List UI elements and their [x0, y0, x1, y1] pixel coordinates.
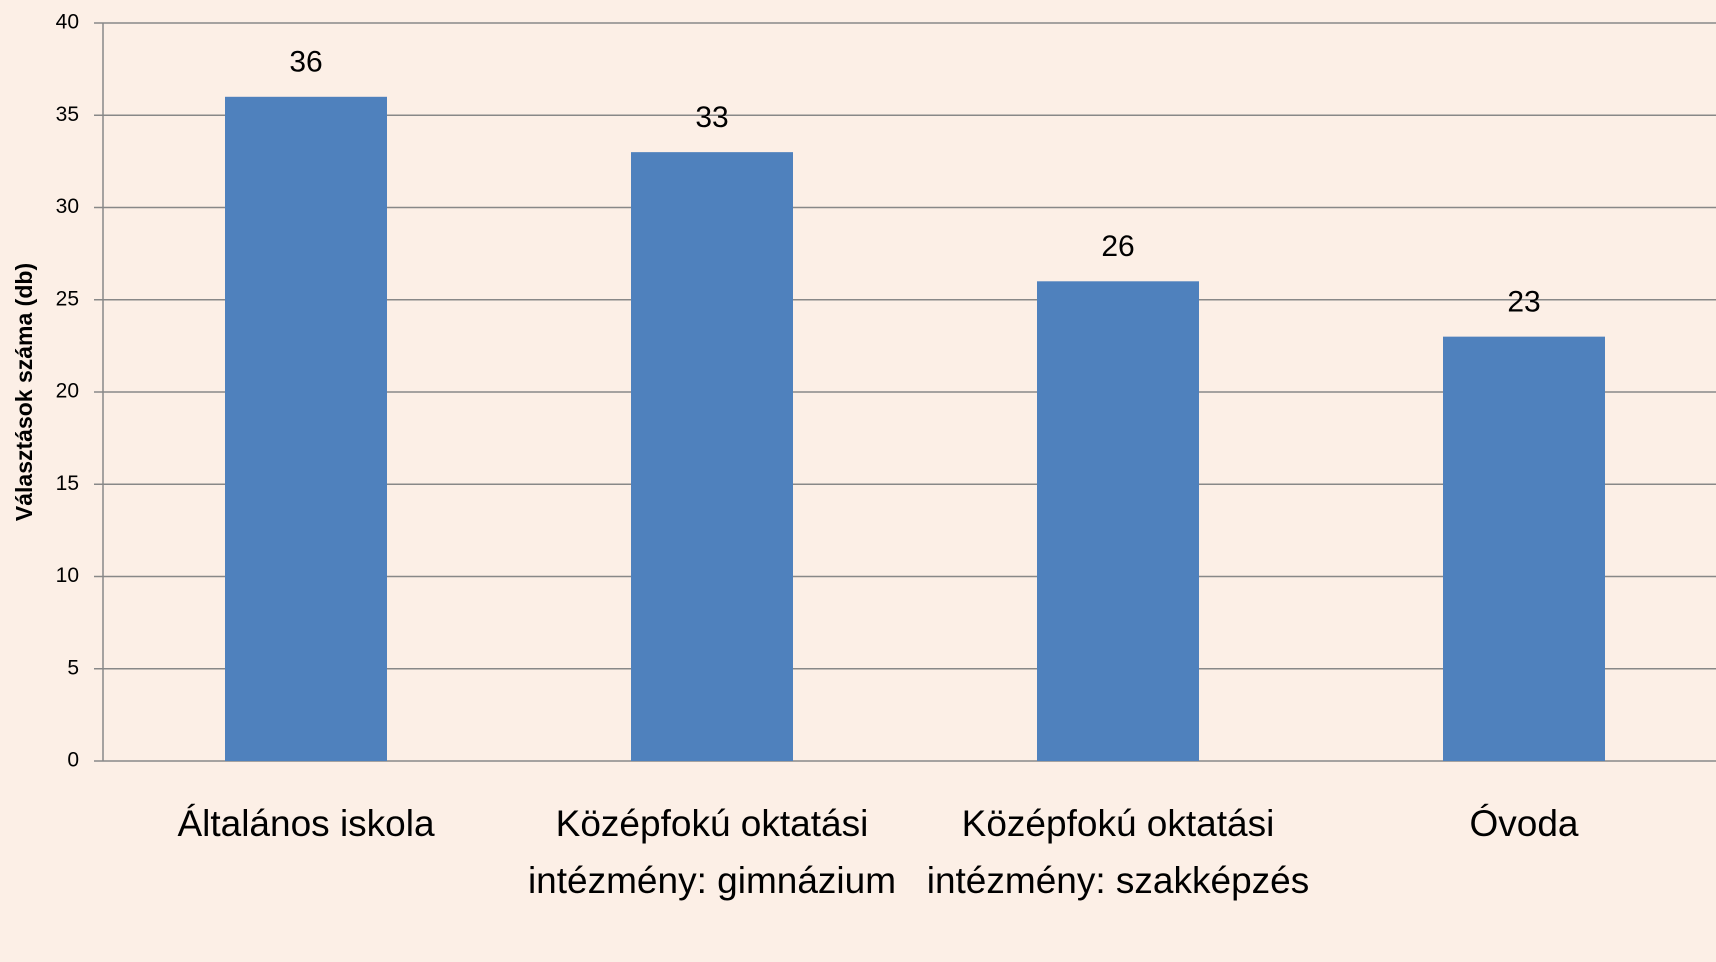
x-tick-label: Általános iskola [177, 803, 435, 844]
y-tick-label: 5 [67, 656, 79, 679]
bar [225, 96, 387, 762]
x-tick-label: Óvoda [1469, 803, 1579, 844]
y-tick-label: 40 [56, 11, 79, 34]
bar [1037, 281, 1199, 761]
y-tick-label: 10 [56, 564, 79, 587]
value-label: 33 [695, 101, 728, 134]
y-tick-label: 25 [56, 287, 79, 310]
value-label: 36 [289, 46, 322, 79]
y-tick-label: 0 [67, 749, 79, 772]
y-tick-label: 20 [56, 380, 79, 403]
value-label: 23 [1507, 286, 1540, 319]
y-tick-label: 35 [56, 103, 79, 126]
bar [1443, 336, 1605, 761]
y-tick-label: 15 [56, 472, 79, 495]
x-tick-label: Középfokú oktatási intézmény: gimnázium [527, 803, 897, 901]
x-tick-label: Középfokú oktatási intézmény: szakképzés [926, 803, 1310, 901]
value-label: 26 [1101, 230, 1134, 263]
bar [631, 152, 793, 761]
y-tick-label: 30 [56, 195, 79, 218]
y-axis-label: Választások száma (db) [11, 263, 37, 521]
